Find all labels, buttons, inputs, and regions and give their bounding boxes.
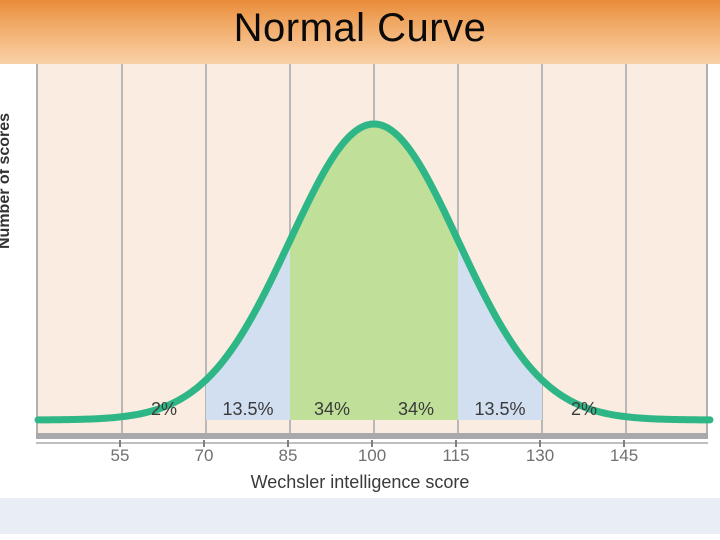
x-tick-label: 130 [526, 446, 554, 466]
x-tick-labels: 55 70 85 100 115 130 145 [36, 444, 708, 470]
x-tick-mark [119, 440, 121, 447]
y-axis-label: Number of scores [0, 113, 14, 249]
pct-label: 13.5% [222, 399, 273, 420]
bottom-strip [0, 498, 720, 534]
x-tick-label: 100 [358, 446, 386, 466]
x-axis-label: Wechsler intelligence score [0, 472, 720, 493]
baseline-bar [36, 433, 708, 439]
pct-label: 34% [314, 399, 350, 420]
x-tick-label: 145 [610, 446, 638, 466]
x-tick-label: 55 [111, 446, 130, 466]
fill-region [374, 124, 458, 420]
slide-title: Normal Curve [0, 0, 720, 51]
slide: Normal Curve Number of scores 2% 13.5% 34%… [0, 0, 720, 540]
x-tick-label: 115 [442, 446, 469, 466]
curve-svg [38, 64, 710, 434]
pct-label: 34% [398, 399, 434, 420]
plot-area: 2% 13.5% 34% 34% 13.5% 2% [36, 64, 708, 434]
pct-label: 2% [571, 399, 597, 420]
x-tick-mark [455, 440, 457, 447]
pct-label: 13.5% [474, 399, 525, 420]
x-tick-label: 85 [279, 446, 298, 466]
x-tick-mark [539, 440, 541, 447]
x-tick-label: 70 [195, 446, 214, 466]
x-tick-mark [203, 440, 205, 447]
x-tick-mark [371, 440, 373, 447]
fill-region [290, 124, 374, 420]
x-tick-mark [623, 440, 625, 447]
chart: Number of scores 2% 13.5% 34% 34% 13.5% 2% 55… [0, 64, 720, 476]
x-tick-mark [287, 440, 289, 447]
pct-label: 2% [151, 399, 177, 420]
title-bar: Normal Curve [0, 0, 720, 64]
